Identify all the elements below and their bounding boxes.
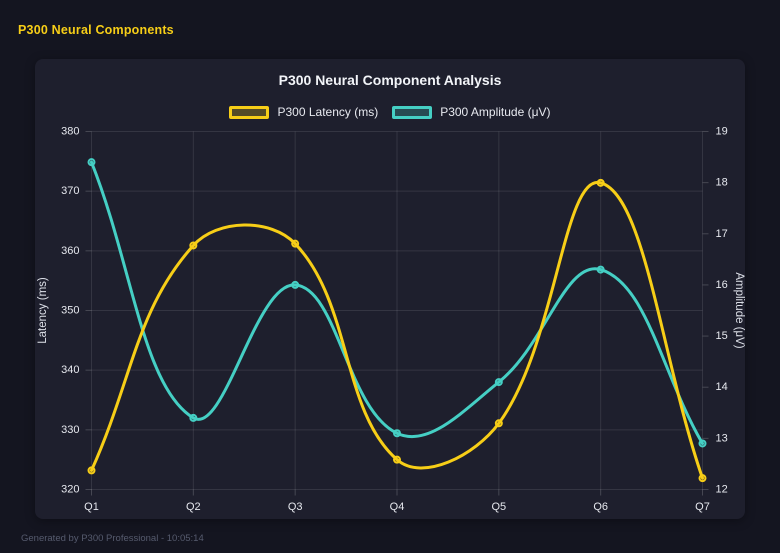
y-axis-tick-left: 370 (61, 185, 79, 197)
x-axis-tick: Q5 (491, 501, 506, 513)
series-line-latency (90, 181, 704, 480)
data-point-amplitude (494, 378, 503, 387)
chart-legend: P300 Latency (ms) P300 Amplitude (μV) (35, 105, 745, 119)
x-axis-tick: Q7 (695, 501, 710, 513)
data-point-amplitude (87, 158, 96, 167)
series-line-amplitude (90, 160, 704, 445)
app-title: P300 Neural Components (18, 23, 174, 37)
y-axis-title-right: Amplitude (μV) (733, 272, 745, 348)
y-axis-title-left: Latency (ms) (37, 277, 49, 344)
y-axis-tick-left: 340 (61, 364, 79, 376)
y-axis-tick-right: 15 (716, 330, 728, 342)
data-point-latency (596, 178, 605, 187)
y-axis-tick-left: 360 (61, 245, 79, 257)
data-point-latency (698, 474, 707, 483)
y-axis-tick-right: 14 (716, 381, 728, 393)
x-axis-tick: Q1 (84, 501, 99, 513)
x-axis-tick: Q6 (593, 501, 608, 513)
legend-swatch-icon (229, 105, 270, 119)
chart-title: P300 Neural Component Analysis (278, 72, 502, 88)
footer-status: Generated by P300 Professional - 10:05:1… (21, 533, 204, 544)
y-axis-tick-left: 330 (61, 424, 79, 436)
data-point-amplitude (189, 413, 198, 422)
y-axis-tick-right: 16 (716, 279, 728, 291)
data-point-latency (494, 419, 503, 428)
legend-swatch-icon (392, 105, 433, 119)
data-point-latency (393, 455, 401, 464)
y-axis-tick-right: 18 (716, 177, 728, 189)
y-axis-tick-right: 13 (716, 432, 728, 444)
y-axis-tick-left: 380 (61, 126, 79, 138)
x-axis-tick: Q2 (186, 501, 201, 513)
data-point-latency (291, 239, 300, 248)
y-axis-tick-left: 320 (61, 484, 79, 496)
y-axis-tick-right: 19 (716, 126, 728, 138)
data-point-amplitude (698, 439, 707, 448)
data-point-latency (87, 466, 96, 475)
y-axis-tick-right: 17 (716, 228, 728, 240)
chart-canvas: 320 330 340 350 360 370 380 Q1 Q2 Q3 Q4 Q5 Q6 Q7 12 13 1… (37, 126, 745, 514)
y-axis-tick-right: 12 (716, 484, 728, 496)
chart-card: P300 Neural Component Analysis P300 Late… (35, 59, 745, 519)
x-axis-tick: Q4 (390, 501, 405, 513)
y-axis-tick-left: 350 (61, 305, 79, 317)
x-axis-tick: Q3 (288, 501, 303, 513)
legend-label: P300 Latency (ms) (277, 105, 379, 119)
data-point-amplitude (393, 429, 401, 438)
legend-label: P300 Amplitude (μV) (440, 105, 551, 119)
data-point-amplitude (596, 265, 605, 274)
data-point-amplitude (291, 280, 300, 289)
data-point-latency (189, 241, 198, 250)
legend-item-amplitude[interactable]: P300 Amplitude (μV) (392, 105, 551, 119)
legend-item-latency[interactable]: P300 Latency (ms) (229, 105, 378, 119)
